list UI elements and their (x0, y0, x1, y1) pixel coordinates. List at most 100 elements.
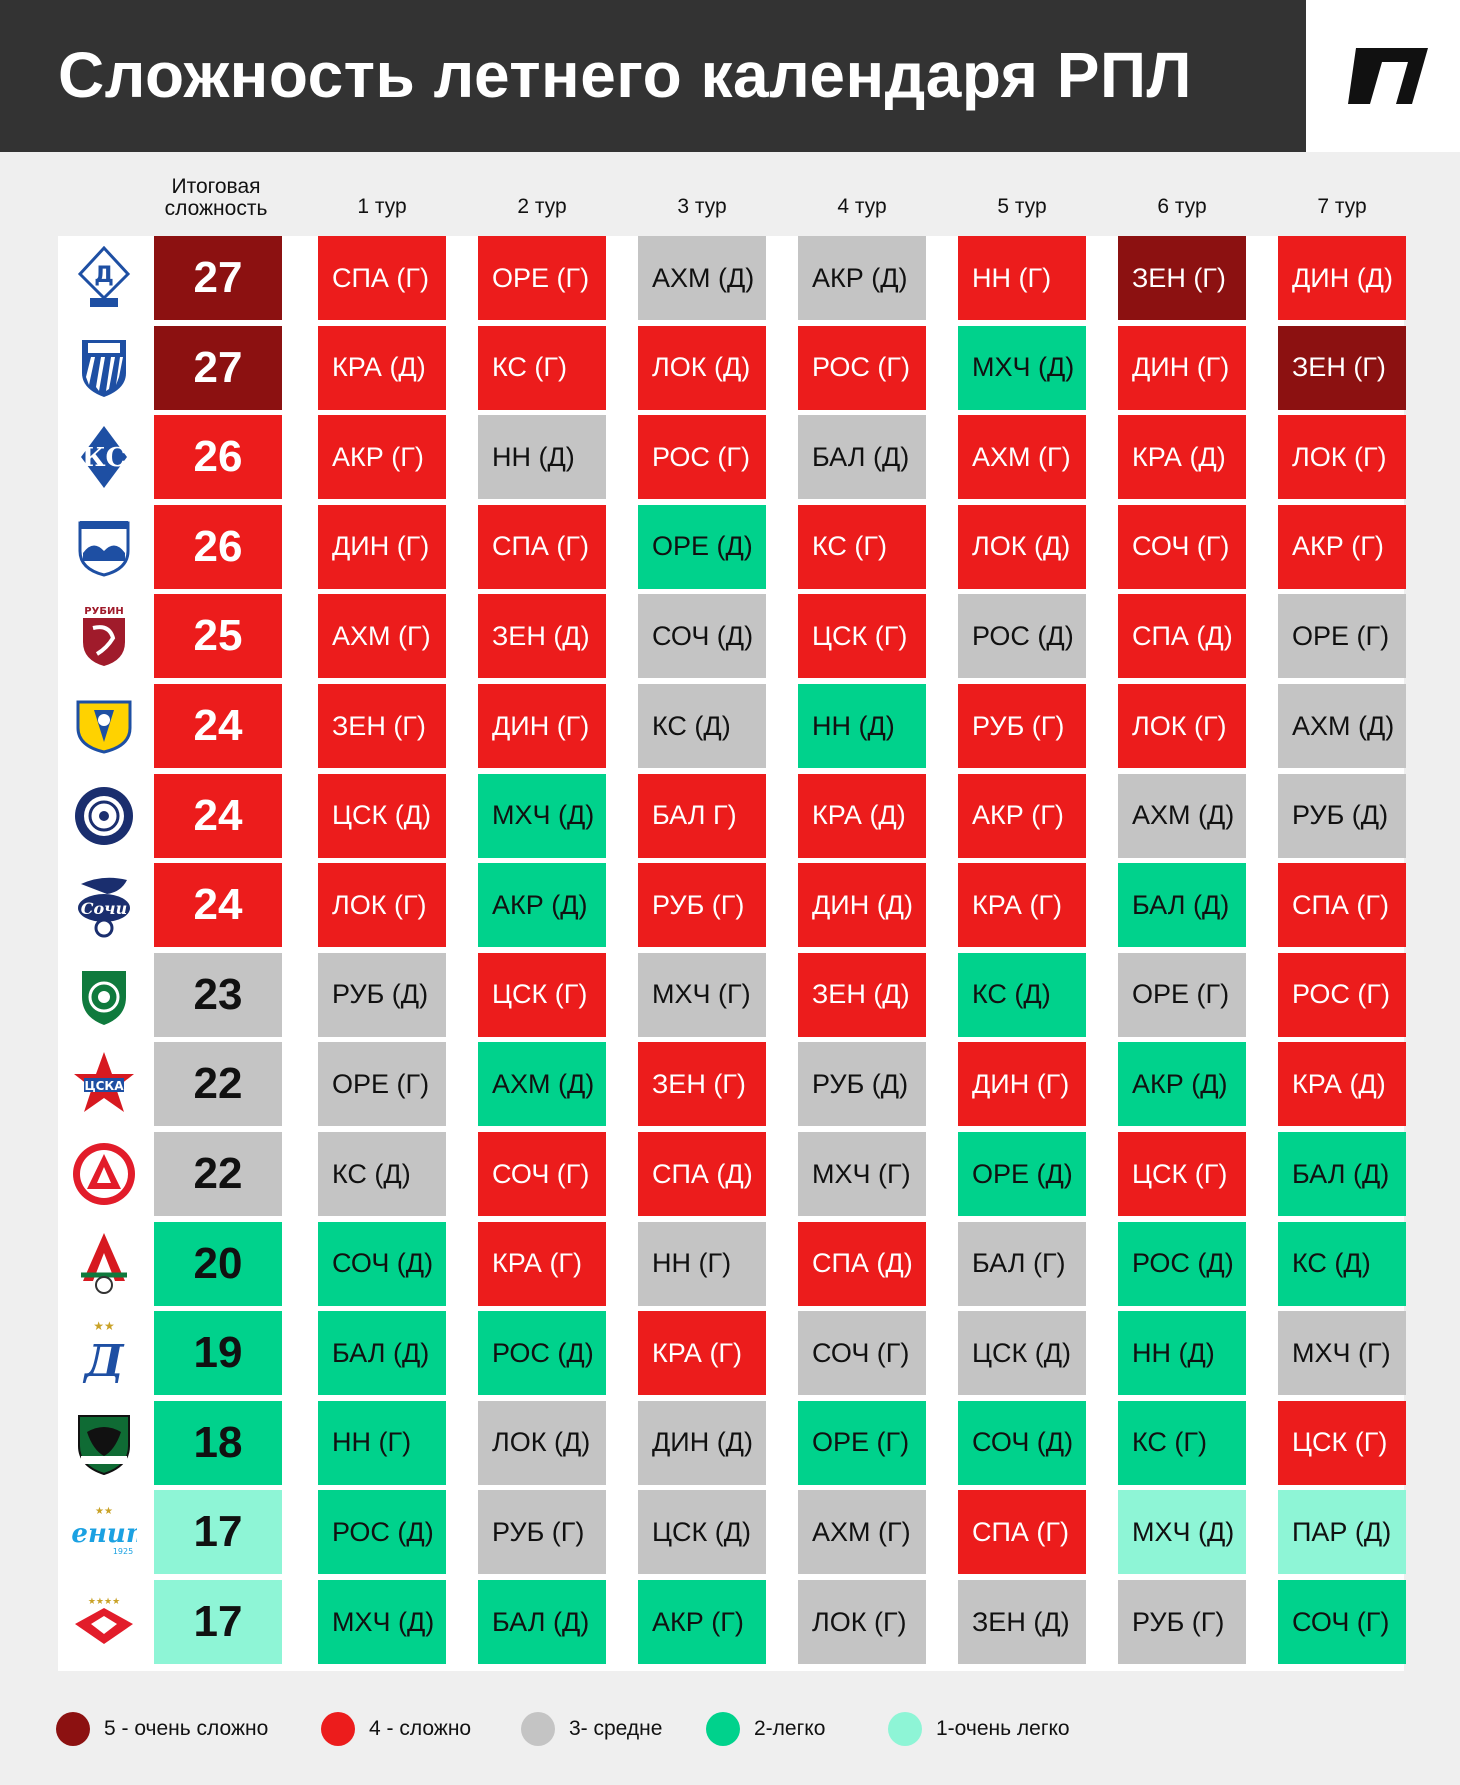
orenburg-crest-icon (62, 780, 146, 852)
match-cell-round-2: АКР (Д) (478, 863, 606, 948)
krylia-sovetov-crest-icon: КС (62, 421, 146, 493)
match-cell-round-4: ЛОК (Г) (798, 1580, 926, 1664)
match-cell-round-1: ДИН (Г) (318, 504, 446, 589)
legend-label: 1-очень легко (936, 1717, 1070, 1740)
match-cell-round-1: ЛОК (Г) (318, 863, 446, 948)
total-difficulty-cell: 23 (154, 952, 282, 1037)
match-cell-round-4: ЦСК (Г) (798, 594, 926, 679)
match-cell-round-7: ОРЕ (Г) (1278, 594, 1406, 679)
lokomotiv-crest-icon (62, 1228, 146, 1300)
match-cell-round-2: МХЧ (Д) (478, 773, 606, 858)
match-cell-round-6: НН (Д) (1118, 1311, 1246, 1396)
legend-item-level-1: 1-очень легко (888, 1712, 1070, 1746)
column-header-round-3: 3 тур (677, 195, 727, 218)
table-row: ★★ Зенит1925 17 РОС (Д) РУБ (Г) ЦСК (Д) АХМ (Г… (58, 1490, 1406, 1575)
brand-logo-icon (1348, 48, 1428, 104)
cska-crest-icon: ЦСКА (62, 1048, 146, 1120)
match-cell-round-2: КС (Г) (478, 325, 606, 410)
table-row: 23 РУБ (Д) ЦСК (Г) МХЧ (Г) ЗЕН (Д) КС (Д) ОРЕ … (58, 952, 1406, 1037)
legend-item-level-3: 3- средне (521, 1712, 662, 1746)
match-cell-round-2: ЛОК (Д) (478, 1400, 606, 1485)
total-difficulty-cell: 24 (154, 773, 282, 858)
match-cell-round-4: ОРЕ (Г) (798, 1400, 926, 1485)
akhmat-crest-icon (62, 959, 146, 1031)
match-cell-round-2: РУБ (Г) (478, 1490, 606, 1575)
match-cell-round-7: БАЛ (Д) (1278, 1132, 1406, 1216)
match-cell-round-6: АХМ (Д) (1118, 773, 1246, 858)
match-cell-round-4: РОС (Г) (798, 325, 926, 410)
match-cell-round-3: РОС (Г) (638, 415, 766, 500)
match-cell-round-4: АХМ (Г) (798, 1490, 926, 1575)
dynamo-moscow-crest-icon: ★★ Д (62, 1317, 146, 1389)
match-cell-round-4: РУБ (Д) (798, 1042, 926, 1127)
match-cell-round-5: АХМ (Г) (958, 415, 1086, 500)
table-row: 22 КС (Д) СОЧ (Г) СПА (Д) МХЧ (Г) ОРЕ (Д) ЦСК … (58, 1132, 1406, 1216)
legend-label: 2-легко (754, 1717, 826, 1740)
match-cell-round-4: МХЧ (Г) (798, 1132, 926, 1216)
match-cell-round-1: ОРЕ (Г) (318, 1042, 446, 1127)
svg-text:Д: Д (82, 1336, 124, 1387)
column-header-round-7: 7 тур (1317, 195, 1367, 218)
match-cell-round-7: КС (Д) (1278, 1221, 1406, 1306)
match-cell-round-5: КС (Д) (958, 952, 1086, 1037)
match-cell-round-7: ДИН (Д) (1278, 236, 1406, 320)
match-cell-round-6: РОС (Д) (1118, 1221, 1246, 1306)
match-cell-round-7: КРА (Д) (1278, 1042, 1406, 1127)
match-cell-round-5: РОС (Д) (958, 594, 1086, 679)
match-cell-round-5: ОРЕ (Д) (958, 1132, 1086, 1216)
legend-label: 4 - сложно (369, 1717, 472, 1740)
svg-text:ЦСКА: ЦСКА (84, 1079, 124, 1093)
match-cell-round-7: ЗЕН (Г) (1278, 325, 1406, 410)
legend-swatch-icon (321, 1712, 355, 1746)
match-cell-round-1: АХМ (Г) (318, 594, 446, 679)
match-cell-round-5: СПА (Г) (958, 1490, 1086, 1575)
table-row: 24 ЦСК (Д) МХЧ (Д) БАЛ Г) КРА (Д) АКР (Г) АХМ … (58, 773, 1406, 858)
total-difficulty-cell: 17 (154, 1580, 282, 1664)
column-header-total: Итоговая сложность (164, 175, 268, 220)
match-cell-round-7: МХЧ (Г) (1278, 1311, 1406, 1396)
match-cell-round-7: АХМ (Д) (1278, 684, 1406, 768)
match-cell-round-5: ЦСК (Д) (958, 1311, 1086, 1396)
match-cell-round-3: ЛОК (Д) (638, 325, 766, 410)
match-cell-round-6: МХЧ (Д) (1118, 1490, 1246, 1575)
table-row: 26 ДИН (Г) СПА (Г) ОРЕ (Д) КС (Г) ЛОК (Д) СОЧ … (58, 504, 1406, 589)
legend-item-level-4: 4 - сложно (321, 1712, 471, 1746)
match-cell-round-3: АКР (Г) (638, 1580, 766, 1664)
match-cell-round-4: ЗЕН (Д) (798, 952, 926, 1037)
match-cell-round-2: РОС (Д) (478, 1311, 606, 1396)
svg-text:Д: Д (94, 263, 114, 288)
match-cell-round-1: КРА (Д) (318, 325, 446, 410)
legend-swatch-icon (521, 1712, 555, 1746)
match-cell-round-5: СОЧ (Д) (958, 1400, 1086, 1485)
legend-swatch-icon (888, 1712, 922, 1746)
total-difficulty-cell: 20 (154, 1221, 282, 1306)
match-cell-round-4: АКР (Д) (798, 236, 926, 320)
match-cell-round-1: ЗЕН (Г) (318, 684, 446, 768)
match-cell-round-6: КРА (Д) (1118, 415, 1246, 500)
match-cell-round-7: ПАР (Д) (1278, 1490, 1406, 1575)
match-cell-round-1: МХЧ (Д) (318, 1580, 446, 1664)
match-cell-round-5: БАЛ (Г) (958, 1221, 1086, 1306)
total-difficulty-cell: 22 (154, 1132, 282, 1216)
match-cell-round-7: РОС (Г) (1278, 952, 1406, 1037)
match-cell-round-5: НН (Г) (958, 236, 1086, 320)
rubin-crest-icon: РУБИН (62, 600, 146, 672)
rostov-crest-icon (62, 690, 146, 762)
total-difficulty-cell: 27 (154, 325, 282, 410)
match-cell-round-1: СПА (Г) (318, 236, 446, 320)
match-cell-round-3: БАЛ Г) (638, 773, 766, 858)
match-cell-round-2: НН (Д) (478, 415, 606, 500)
pari-nn-crest-icon (62, 332, 146, 404)
match-cell-round-6: КС (Г) (1118, 1400, 1246, 1485)
match-cell-round-2: ЦСК (Г) (478, 952, 606, 1037)
match-cell-round-2: ОРЕ (Г) (478, 236, 606, 320)
legend: 5 - очень сложно 4 - сложно 3- средне 2-лег… (56, 1712, 1356, 1746)
total-difficulty-cell: 19 (154, 1311, 282, 1396)
svg-text:★★: ★★ (93, 1319, 115, 1333)
svg-text:★★: ★★ (95, 1506, 113, 1517)
match-cell-round-2: СОЧ (Г) (478, 1132, 606, 1216)
match-cell-round-1: АКР (Г) (318, 415, 446, 500)
match-cell-round-1: НН (Г) (318, 1400, 446, 1485)
table-row: 24 ЗЕН (Г) ДИН (Г) КС (Д) НН (Д) РУБ (Г) ЛОК (… (58, 684, 1406, 768)
match-cell-round-6: ОРЕ (Г) (1118, 952, 1246, 1037)
